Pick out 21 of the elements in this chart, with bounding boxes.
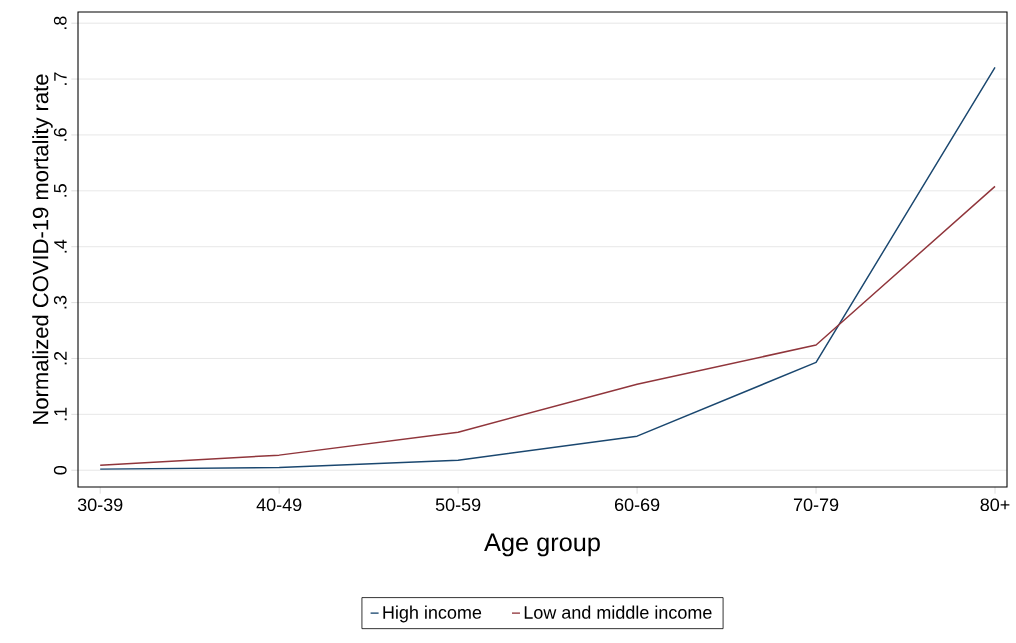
y-tick-label: .6 [53, 128, 67, 141]
y-axis-title: Normalized COVID-19 mortality rate [32, 74, 53, 424]
y-tick-label: .3 [53, 295, 67, 309]
line-series [99, 185, 996, 466]
x-tick-label: 30-39 [77, 498, 123, 512]
legend-label: Low and middle income [524, 605, 712, 619]
y-tick-label: .8 [53, 16, 67, 30]
y-tick-label: .5 [54, 184, 67, 197]
legend-label: High income [383, 605, 482, 623]
y-tick-label: .2 [54, 351, 67, 365]
x-axis-title: Age group [484, 533, 600, 557]
x-tick-label: 70-79 [793, 498, 839, 512]
x-tick-label: 60-69 [614, 498, 660, 512]
y-tick-label: .7 [54, 72, 67, 85]
x-tick-label: 80+ [980, 498, 1010, 512]
x-tick-label: 40-49 [256, 498, 302, 512]
y-tick-label: .4 [54, 239, 67, 253]
y-tick-label: 0 [53, 465, 67, 475]
line-series [99, 66, 996, 470]
y-tick-label: .1 [54, 407, 67, 421]
x-tick-label: 50-59 [435, 498, 481, 512]
